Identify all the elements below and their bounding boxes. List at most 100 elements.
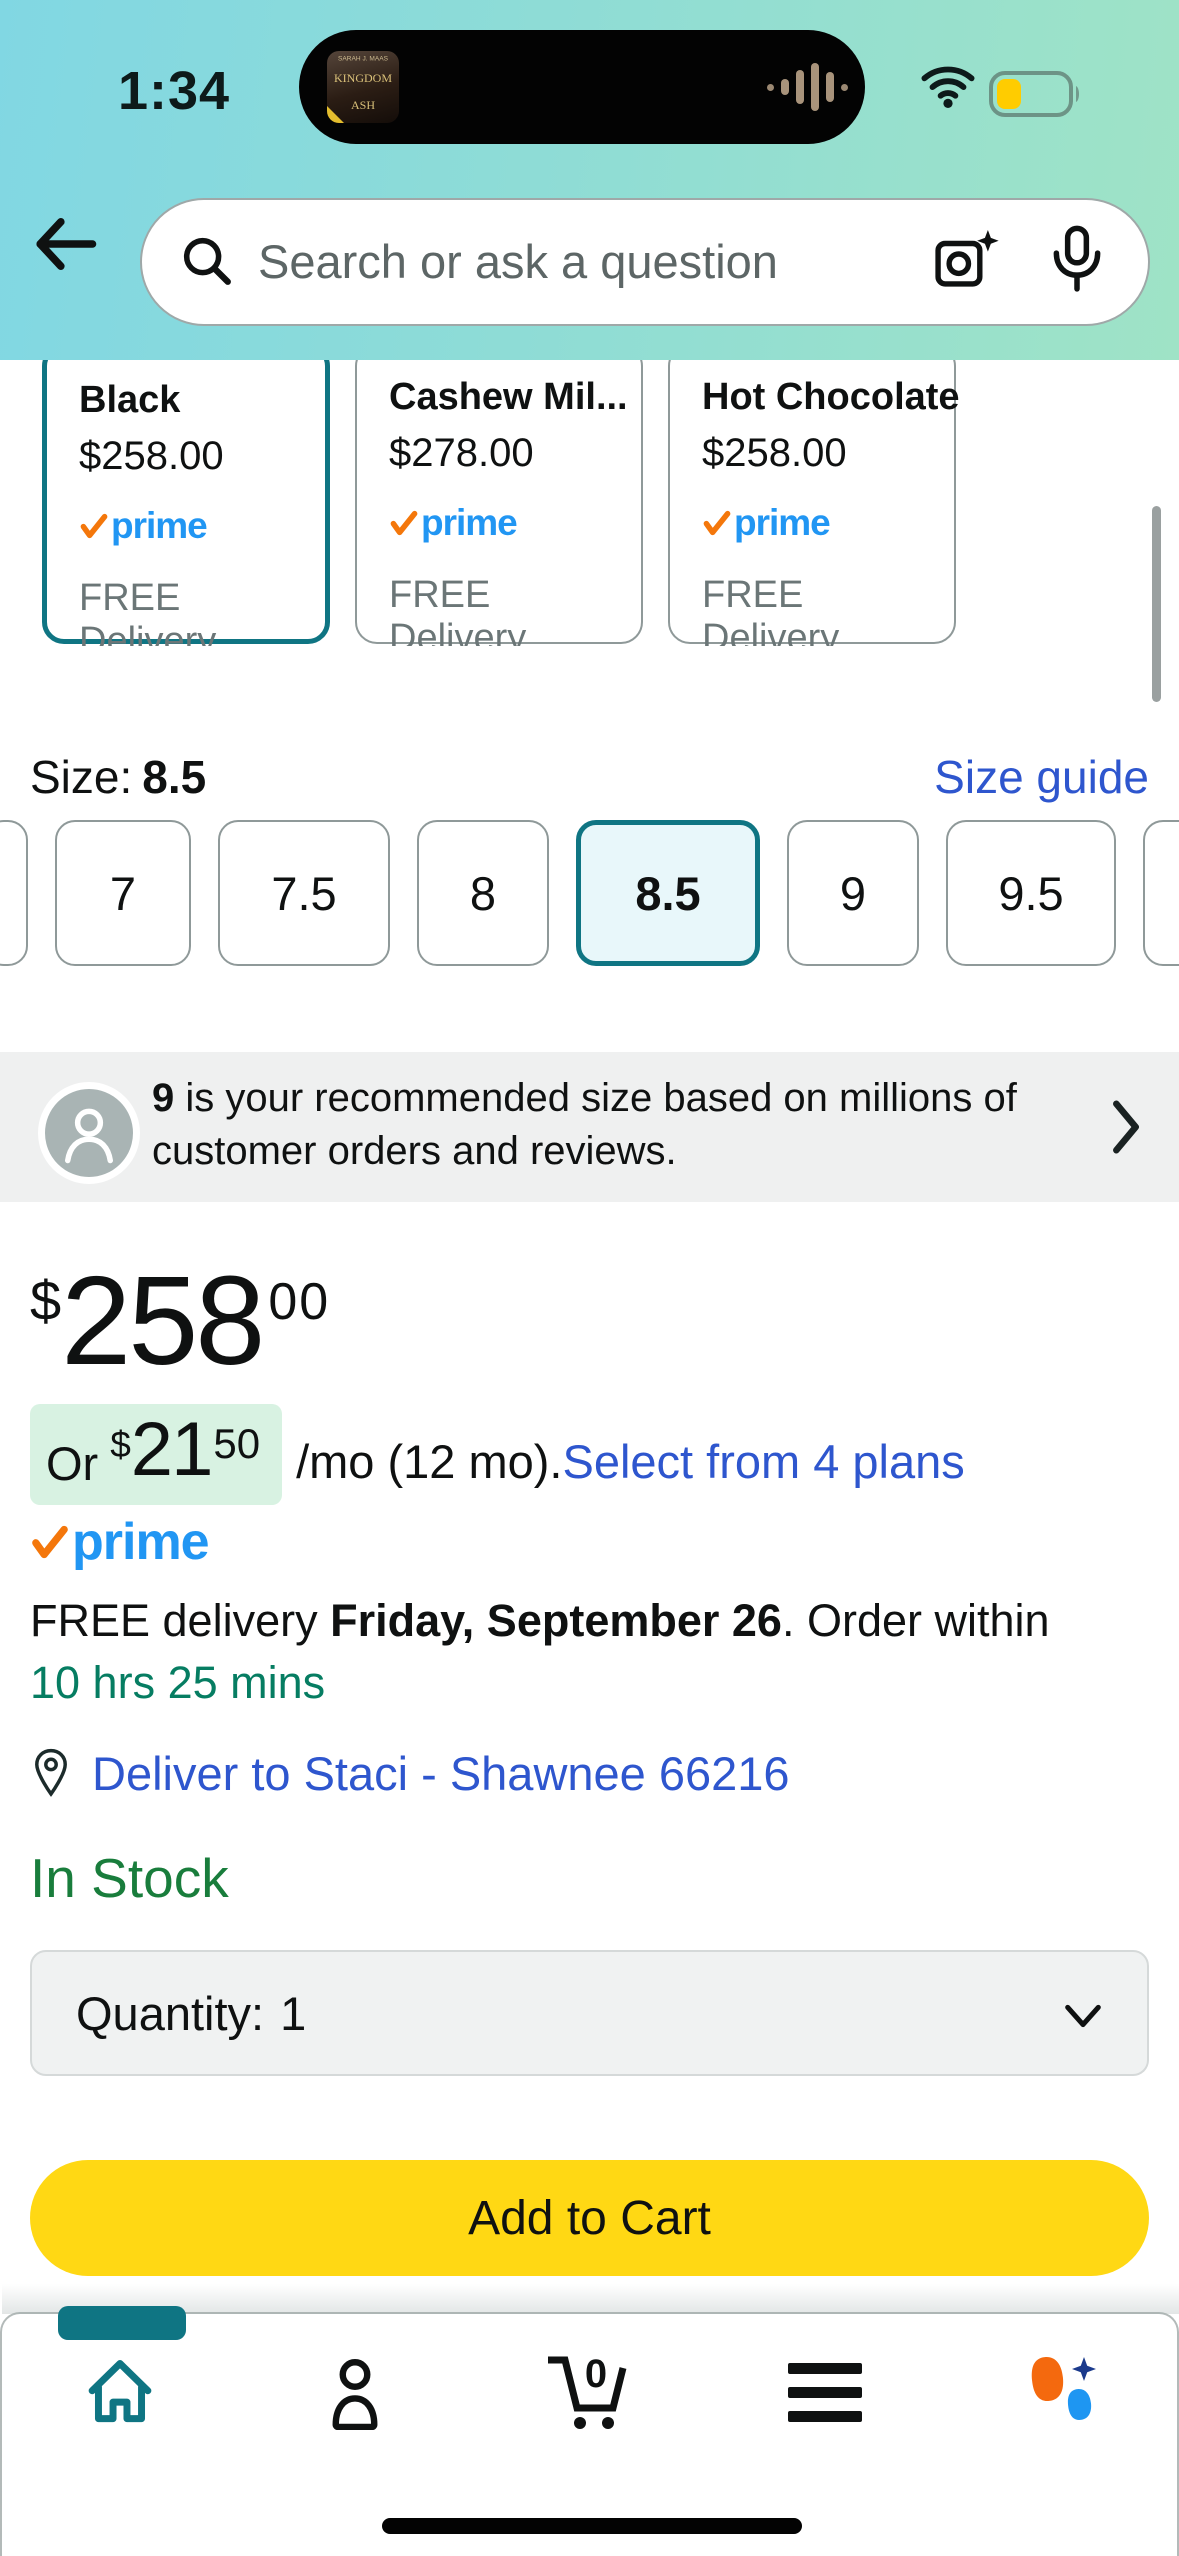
home-icon bbox=[88, 2360, 151, 2423]
size-option-8[interactable]: 8 bbox=[417, 820, 549, 966]
delivery-date: Friday, September 26 bbox=[330, 1595, 782, 1646]
variant-price: $258.00 bbox=[702, 431, 847, 475]
delivery-promise: FREE delivery Friday, September 26. Orde… bbox=[30, 1590, 1150, 1714]
now-playing-album-art: SARAH J. MAAS KINGDOM ASH bbox=[327, 51, 399, 123]
nav-rufus[interactable] bbox=[942, 2348, 1177, 2436]
prime-badge: prime bbox=[389, 502, 631, 544]
add-to-cart-button[interactable]: Add to Cart bbox=[30, 2160, 1149, 2276]
order-countdown: 10 hrs 25 mins bbox=[30, 1657, 326, 1708]
search-icon bbox=[183, 237, 231, 285]
size-option-8-5-selected[interactable]: 8.5 bbox=[576, 820, 760, 966]
person-icon bbox=[332, 2359, 377, 2430]
size-option-partial-left[interactable] bbox=[0, 820, 28, 966]
prime-badge: prime bbox=[79, 505, 315, 547]
installment-highlight: Or $ 21 50 bbox=[30, 1404, 283, 1505]
search-input[interactable]: Search or ask a question bbox=[140, 198, 1150, 326]
price-fraction: 00 bbox=[268, 1273, 331, 1331]
size-header: Size: 8.5 Size guide bbox=[30, 750, 1149, 804]
prime-label: prime bbox=[111, 505, 208, 546]
cart-count: 0 bbox=[584, 2352, 606, 2396]
prime-label: prime bbox=[734, 502, 831, 543]
installment-cents: 50 bbox=[213, 1420, 261, 1467]
quantity-value: 1 bbox=[280, 1986, 307, 2040]
back-arrow-icon[interactable] bbox=[26, 206, 102, 282]
album-title-line1: KINGDOM bbox=[334, 71, 392, 85]
person-avatar-icon bbox=[64, 1108, 114, 1164]
header-gradient: 1:34 SARAH J. MAAS KINGDOM ASH bbox=[0, 0, 1179, 360]
prime-label: prime bbox=[421, 502, 518, 543]
stock-status: In Stock bbox=[30, 1847, 229, 1909]
variant-title: Black bbox=[79, 379, 181, 421]
delivery-pre: FREE delivery bbox=[30, 1595, 331, 1646]
select-plans-link[interactable]: Select from 4 plans bbox=[562, 1435, 965, 1488]
nav-menu[interactable] bbox=[707, 2348, 942, 2436]
variant-price: $278.00 bbox=[389, 431, 534, 475]
search-placeholder: Search or ask a question bbox=[258, 235, 778, 288]
bottom-nav: 0 bbox=[0, 2284, 1179, 2556]
active-tab-indicator bbox=[58, 2306, 186, 2340]
recommendation-body: is your recommended size based on millio… bbox=[152, 1076, 1017, 1173]
prime-check-icon bbox=[703, 510, 731, 536]
audio-waveform-icon bbox=[767, 30, 848, 144]
price-currency: $ bbox=[30, 1269, 62, 1332]
prime-badge: prime bbox=[702, 502, 944, 544]
hamburger-menu-icon bbox=[787, 2362, 862, 2422]
price-whole: 258 bbox=[61, 1250, 265, 1391]
deliver-to-link[interactable]: Deliver to Staci - Shawnee 66216 bbox=[92, 1747, 790, 1800]
nav-profile[interactable] bbox=[237, 2348, 472, 2436]
battery-icon bbox=[989, 71, 1079, 117]
size-option-row: 7 7.5 8 8.5 9 9.5 bbox=[0, 820, 1179, 966]
microphone-icon[interactable] bbox=[1044, 224, 1110, 296]
size-option-9[interactable]: 9 bbox=[787, 820, 919, 966]
size-option-7-5[interactable]: 7.5 bbox=[218, 820, 390, 966]
recommended-size: 9 bbox=[152, 1076, 175, 1120]
prime-badge: prime bbox=[30, 1512, 210, 1572]
delivery-post: . Order within bbox=[781, 1595, 1050, 1646]
size-option-partial-right[interactable] bbox=[1143, 820, 1179, 966]
variant-card-black[interactable]: Black $258.00 prime FREE Delivery Friday bbox=[42, 360, 330, 646]
wifi-icon bbox=[921, 66, 975, 108]
page-scrollbar[interactable] bbox=[1152, 506, 1161, 702]
avatar bbox=[38, 1082, 140, 1184]
prime-label: prime bbox=[72, 1513, 210, 1571]
size-recommendation-banner[interactable]: 9 is your recommended size based on mill… bbox=[0, 1052, 1179, 1202]
size-option-9-5[interactable]: 9.5 bbox=[946, 820, 1116, 966]
nav-cart[interactable]: 0 bbox=[472, 2348, 707, 2436]
dynamic-island[interactable]: SARAH J. MAAS KINGDOM ASH bbox=[299, 30, 865, 144]
size-option-7[interactable]: 7 bbox=[55, 820, 191, 966]
location-pin-icon bbox=[35, 1748, 67, 1797]
size-label-group: Size: 8.5 bbox=[30, 750, 206, 804]
variant-card-row: Black $258.00 prime FREE Delivery Friday… bbox=[0, 360, 1179, 646]
variant-delivery: FREE Delivery bbox=[79, 577, 217, 646]
recommendation-text: 9 is your recommended size based on mill… bbox=[152, 1072, 1062, 1178]
product-price: $ 258 00 bbox=[30, 1258, 330, 1384]
installment-line: Or $ 21 50 /mo (12 mo). Select from 4 pl… bbox=[30, 1404, 965, 1505]
status-time: 1:34 bbox=[118, 61, 231, 121]
size-selected-value: 8.5 bbox=[142, 751, 207, 803]
prime-check-icon bbox=[390, 510, 418, 536]
nav-home[interactable] bbox=[2, 2348, 237, 2436]
installment-amount: 21 bbox=[130, 1407, 214, 1492]
quantity-dropdown[interactable]: Quantity: 1 bbox=[30, 1950, 1149, 2076]
delivery-line1: FREE delivery Friday, September 26. Orde… bbox=[30, 1590, 1150, 1652]
installment-terms: /mo (12 mo). bbox=[296, 1435, 563, 1488]
album-title-line2: ASH bbox=[350, 98, 375, 112]
variant-title: Cashew Mil... bbox=[389, 376, 628, 418]
camera-lens-search-icon[interactable] bbox=[930, 226, 1000, 296]
variant-card-cashew-milk[interactable]: Cashew Mil... $278.00 prime FREE Deliver… bbox=[355, 360, 643, 646]
chevron-right-icon bbox=[1113, 1100, 1139, 1154]
variant-price: $258.00 bbox=[79, 434, 224, 478]
size-guide-link[interactable]: Size guide bbox=[934, 751, 1149, 803]
album-author: SARAH J. MAAS bbox=[338, 54, 388, 63]
installment-prefix: Or bbox=[46, 1437, 99, 1490]
size-label: Size: bbox=[30, 751, 133, 803]
chevron-down-icon bbox=[1065, 2004, 1101, 2028]
variant-title: Hot Chocolate bbox=[702, 376, 960, 418]
home-indicator-bar[interactable] bbox=[382, 2518, 802, 2534]
deliver-to-row[interactable]: Deliver to Staci - Shawnee 66216 bbox=[30, 1746, 790, 1801]
prime-check-icon bbox=[32, 1525, 68, 1559]
rufus-assistant-icon bbox=[1031, 2357, 1096, 2420]
variant-delivery: FREE Delivery bbox=[702, 574, 840, 646]
variant-card-hot-chocolate[interactable]: Hot Chocolate $258.00 prime FREE Deliver… bbox=[668, 360, 960, 646]
